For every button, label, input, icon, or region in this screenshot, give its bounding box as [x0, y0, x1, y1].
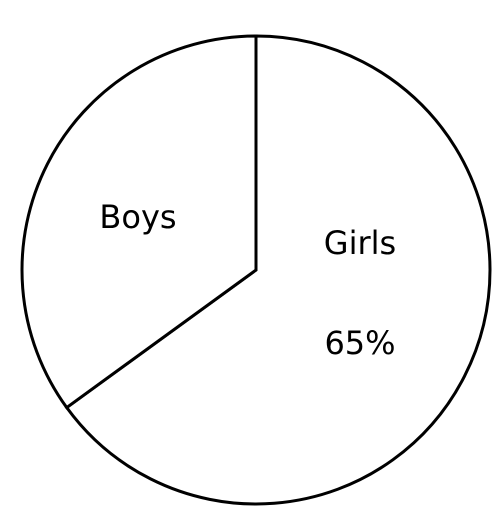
slice-value-label-girls: 65% — [324, 324, 395, 362]
labels-layer: Girls 65% Boys — [99, 198, 396, 362]
slice-label-girls: Girls — [324, 224, 396, 262]
slice-label-boys: Boys — [99, 198, 176, 236]
slices-layer — [20, 34, 492, 506]
pie-slice-girls — [64, 34, 492, 506]
pie-slice-boys — [20, 34, 258, 410]
